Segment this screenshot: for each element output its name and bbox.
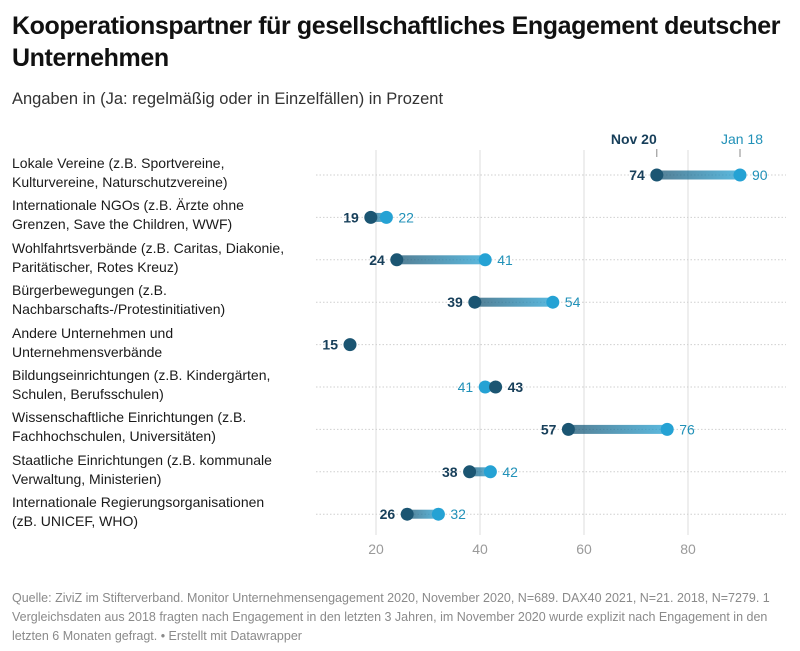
category-label: Bildungseinrichtungen (z.B. Kindergärten… (12, 366, 312, 404)
dot-jan18 (478, 380, 492, 394)
category-label-line: Grenzen, Save the Children, WWF) (12, 216, 233, 233)
value-label-nov20: 26 (380, 506, 396, 522)
source-footer: Quelle: ZiviZ im Stifterverband. Monitor… (12, 591, 770, 643)
dot-nov20 (343, 338, 357, 352)
chart-title: Kooperationspartner für gesellschaftlich… (12, 12, 781, 72)
category-label: Wissenschaftliche Einrichtungen (z.B. Fac… (12, 408, 312, 446)
category-label-line: Paritätischer, Rotes Kreuz) (12, 258, 179, 275)
value-label-jan18: 22 (398, 209, 414, 225)
range-bar (469, 467, 491, 477)
dot-nov20 (400, 507, 414, 521)
range-bar (396, 255, 486, 265)
range-bar (407, 509, 439, 519)
dot-nov20 (489, 380, 503, 394)
value-label-jan18: 54 (565, 294, 581, 310)
category-label-line: Andere Unternehmen und (12, 324, 174, 341)
dot-jan18 (660, 422, 674, 436)
value-label-jan18: 76 (679, 421, 695, 437)
category-label: Andere Unternehmen und Unternehmensverbän… (12, 324, 312, 362)
dot-nov20 (390, 253, 404, 267)
dot-jan18 (733, 168, 747, 182)
value-label-nov20: 43 (508, 379, 524, 395)
dot-jan18 (379, 210, 393, 224)
chart-row: 26 32 (316, 506, 786, 522)
range-bar (474, 297, 553, 307)
category-label: Lokale Vereine (z.B. Sportvereine, Kultur… (12, 154, 312, 192)
chart-row: 57 76 (316, 421, 786, 437)
value-label-nov20: 57 (541, 421, 557, 437)
dot-jan18 (478, 253, 492, 267)
legend-jan18: Jan 18 (721, 131, 763, 147)
value-label-nov20: 24 (369, 252, 385, 268)
category-label-line: (zB. UNICEF, WHO) (12, 513, 138, 530)
range-bar (370, 212, 387, 222)
category-label: Internationale NGOs (z.B. Ärzte ohne Gren… (12, 196, 312, 234)
dot-nov20 (650, 168, 664, 182)
category-label-line: Bürgerbewegungen (z.B. (12, 282, 167, 299)
category-label-line: Schulen, Berufsschulen) (12, 386, 164, 402)
value-label-jan18: 90 (752, 167, 768, 183)
value-label-nov20: 74 (629, 167, 645, 183)
chart-row: 39 54 (316, 294, 786, 310)
x-tick-label: 20 (368, 541, 384, 557)
category-label-line: Staatliche Einrichtungen (z.B. kommunale (12, 451, 272, 468)
x-tick-label: 80 (680, 541, 696, 557)
category-label-line: Internationale NGOs (z.B. Ärzte ohne (12, 197, 244, 214)
category-label: Staatliche Einrichtungen (z.B. kommunale… (12, 451, 312, 489)
category-label: Internationale Regierungsorganisationen (… (12, 493, 312, 531)
chart-subtitle: Angaben in (Ja: regelmäßig oder in Einze… (12, 90, 444, 108)
chart-row: 74 90 (316, 167, 786, 183)
dot-nov20 (463, 465, 477, 479)
category-label-line: Lokale Vereine (z.B. Sportvereine, (12, 155, 225, 171)
category-label-line: Wissenschaftliche Einrichtungen (z.B. (12, 409, 247, 426)
dot-nov20 (561, 422, 575, 436)
chart-row: 43 41 (316, 379, 786, 395)
category-label: Bürgerbewegungen (z.B. Nachbarschafts-/Pr… (12, 281, 312, 319)
dot-jan18 (546, 295, 560, 309)
value-label-jan18: 41 (458, 379, 474, 395)
category-label: Wohlfahrtsverbände (z.B. Caritas, Diakon… (12, 239, 312, 277)
value-label-nov20: 38 (442, 464, 458, 480)
dot-nov20 (468, 295, 482, 309)
category-label-line: Nachbarschafts-/Protestinitiativen) (12, 301, 226, 318)
category-label-line: Internationale Regierungsorganisationen (12, 494, 265, 511)
category-label-line: Kulturvereine, Naturschutzvereine) (12, 174, 228, 190)
x-tick-label: 60 (576, 541, 592, 557)
x-tick-label: 40 (472, 541, 488, 557)
range-bar (568, 424, 668, 434)
value-label-jan18: 41 (497, 252, 513, 268)
category-label-line: Wohlfahrtsverbände (z.B. Caritas, Diakon… (12, 239, 285, 256)
value-label-nov20: 19 (343, 209, 359, 225)
legend-nov20: Nov 20 (611, 131, 657, 147)
value-label-jan18: 42 (502, 464, 518, 480)
chart-row: 15 (316, 337, 786, 353)
category-label-line: Verwaltung, Ministerien) (12, 470, 162, 487)
chart-row: 38 42 (316, 464, 786, 480)
category-label-line: Bildungseinrichtungen (z.B. Kindergärten… (12, 367, 271, 383)
category-label-line: Unternehmensverbände (12, 343, 163, 360)
value-label-nov20: 39 (447, 294, 463, 310)
chart-row: 19 22 (316, 209, 786, 225)
value-label-nov20: 15 (322, 337, 338, 353)
dot-jan18 (431, 507, 445, 521)
range-bar (656, 170, 740, 180)
dot-nov20 (364, 210, 378, 224)
chart-row: 24 41 (316, 252, 786, 268)
category-label-line: Fachhochschulen, Universitäten) (12, 428, 216, 445)
value-label-jan18: 32 (450, 506, 466, 522)
dot-jan18 (483, 465, 497, 479)
